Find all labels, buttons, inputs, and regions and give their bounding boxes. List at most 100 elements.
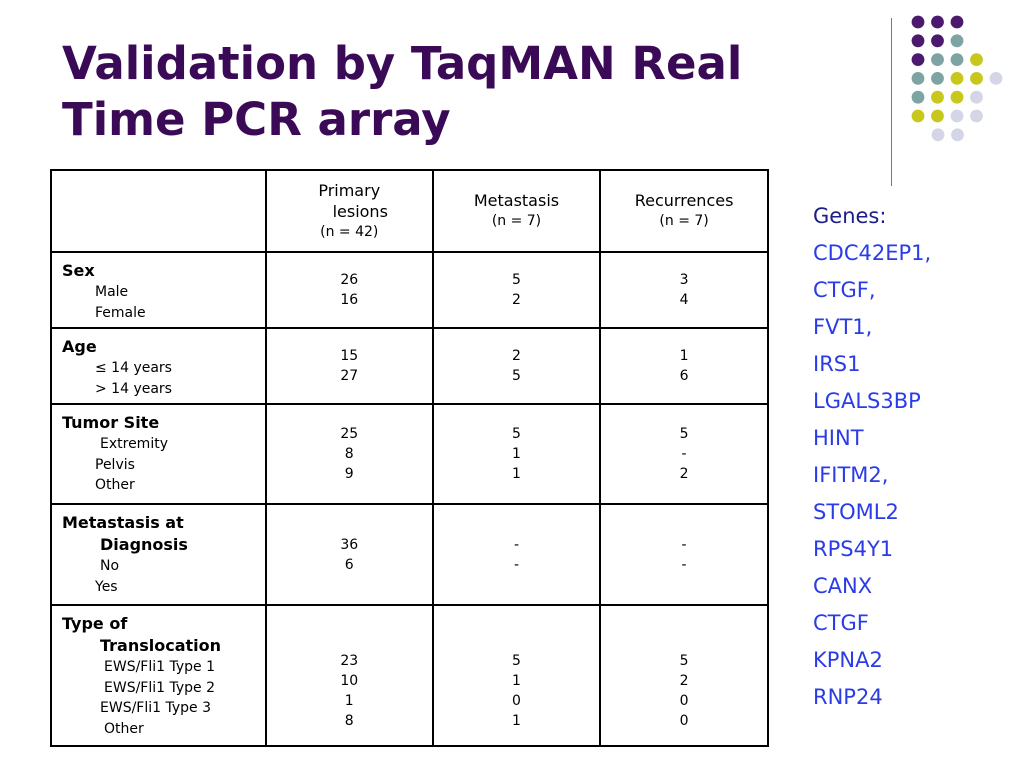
group-item: Male [95, 284, 129, 300]
gene-item: CDC42EP1, [813, 241, 932, 265]
decorative-dot [931, 15, 944, 29]
group-item: Pelvis [95, 456, 135, 473]
cell-value: 1 [512, 466, 521, 482]
group-item: EWS/Fli1 Type 2 [104, 679, 215, 696]
group-title: Metastasis at [62, 513, 184, 532]
decorative-dot [911, 53, 925, 66]
group-title: Age [62, 337, 97, 356]
header-primary-n: (n = 42) [320, 223, 379, 240]
cell-value: 6 [679, 368, 689, 384]
cell-value: 16 [340, 292, 359, 308]
gene-item: STOML2 [813, 500, 899, 524]
cell-recurrences: - - [599, 503, 769, 606]
patient-characteristics-table: Primary lesions (n = 42) Metastasis (n =… [50, 169, 769, 747]
cell-primary: 26 16 [264, 251, 434, 329]
gene-item: RNP24 [813, 685, 883, 709]
cell-metastasis: 5 1 1 [431, 403, 602, 505]
row-label-translocation: Type of Translocation EWS/Fli1 Type 1 EW… [50, 604, 267, 747]
decorative-dot [911, 109, 925, 123]
decorative-dot [950, 109, 964, 123]
header-primary-label-2: lesions [332, 201, 388, 221]
gene-item: CTGF, [813, 278, 876, 302]
cell-recurrences: 1 6 [599, 327, 769, 405]
cell-value: 2 [679, 672, 689, 689]
group-title: Type of [62, 614, 128, 633]
decorative-dot [970, 90, 983, 104]
gene-item: LGALS3BP [813, 389, 921, 413]
cell-primary: 25 8 9 [264, 403, 434, 505]
header-recurrences-label: Recurrences [634, 191, 734, 210]
decorative-dot [911, 72, 925, 85]
cell-value: 1 [679, 348, 689, 364]
gene-item: IRS1 [813, 352, 861, 376]
cell-value: - [513, 536, 520, 553]
header-primary-lesions: Primary lesions (n = 42) [264, 169, 434, 253]
decorative-dot [950, 53, 964, 66]
cell-value: 1 [512, 446, 521, 462]
header-metastasis-label: Metastasis [473, 191, 560, 210]
decorative-dot [911, 34, 925, 48]
cell-metastasis: - - [431, 503, 602, 606]
cell-primary: 36 6 [264, 503, 434, 606]
group-item: EWS/Fli1 Type 1 [104, 659, 215, 675]
decorative-dot [931, 72, 944, 85]
decorative-dot-grid [911, 15, 1003, 142]
cell-value: 4 [679, 292, 689, 308]
row-label-tumor-site: Tumor Site Extremity Pelvis Other [50, 403, 267, 505]
header-metastasis: Metastasis (n = 7) [431, 169, 602, 253]
header-metastasis-n: (n = 7) [491, 213, 542, 229]
table-row-tumor-site: Tumor Site Extremity Pelvis Other 25 8 9… [50, 403, 769, 505]
cell-value: 27 [340, 368, 359, 384]
decorative-dot [970, 53, 983, 66]
cell-value: 0 [679, 712, 689, 729]
cell-metastasis: 5 2 [431, 251, 602, 329]
cell-value: 2 [679, 466, 689, 482]
decorative-dot [950, 34, 964, 48]
decorative-dot [931, 109, 944, 123]
group-item: EWS/Fli1 Type 3 [100, 700, 211, 716]
row-label-metastasis-at-diagnosis: Metastasis at Diagnosis No Yes [50, 503, 267, 606]
gene-item: KPNA2 [813, 648, 883, 672]
group-item: Other [95, 477, 135, 493]
cell-value: - [681, 556, 687, 573]
cell-value: 5 [679, 426, 689, 442]
table-row-translocation: Type of Translocation EWS/Fli1 Type 1 EW… [50, 604, 769, 747]
row-label-sex: Sex Male Female [50, 251, 267, 329]
cell-value: - [681, 446, 687, 462]
decorative-dot [911, 15, 925, 29]
cell-value: - [681, 536, 687, 553]
group-title: Sex [62, 261, 95, 280]
gene-item: RPS4Y1 [813, 537, 894, 561]
cell-value: 25 [340, 426, 359, 442]
header-recurrences-n: (n = 7) [659, 213, 709, 229]
cell-value: - [513, 556, 520, 573]
decorative-dot [950, 90, 964, 104]
decorative-dot [931, 53, 944, 66]
group-item: Other [104, 720, 144, 737]
group-title-cont: Diagnosis [100, 535, 188, 554]
decorative-dot [950, 15, 964, 29]
decorative-dot [911, 90, 925, 104]
group-item: ≤ 14 years [95, 360, 172, 376]
cell-value: 23 [340, 652, 359, 669]
cell-primary: 15 27 [264, 327, 434, 405]
cell-value: 36 [340, 536, 359, 553]
cell-value: 5 [679, 652, 689, 669]
cell-recurrences: 5 - 2 [599, 403, 769, 505]
cell-value: 5 [512, 368, 521, 384]
cell-value: 15 [340, 348, 359, 364]
decorative-dot [931, 128, 945, 142]
slide-title-line-2: Time PCR array [62, 93, 451, 146]
group-item: No [100, 558, 120, 574]
table-header-row: Primary lesions (n = 42) Metastasis (n =… [50, 169, 769, 253]
cell-recurrences: 3 4 [599, 251, 769, 329]
cell-value: 26 [340, 272, 359, 288]
gene-item: CTGF [813, 611, 869, 635]
cell-value: 0 [512, 692, 521, 709]
decorative-dot [989, 72, 1003, 85]
cell-value: 2 [512, 292, 521, 308]
decorative-dot [970, 109, 983, 123]
cell-metastasis: 2 5 [431, 327, 602, 405]
cell-recurrences: 5 2 0 0 [599, 604, 769, 747]
header-corner-cell [50, 169, 267, 253]
